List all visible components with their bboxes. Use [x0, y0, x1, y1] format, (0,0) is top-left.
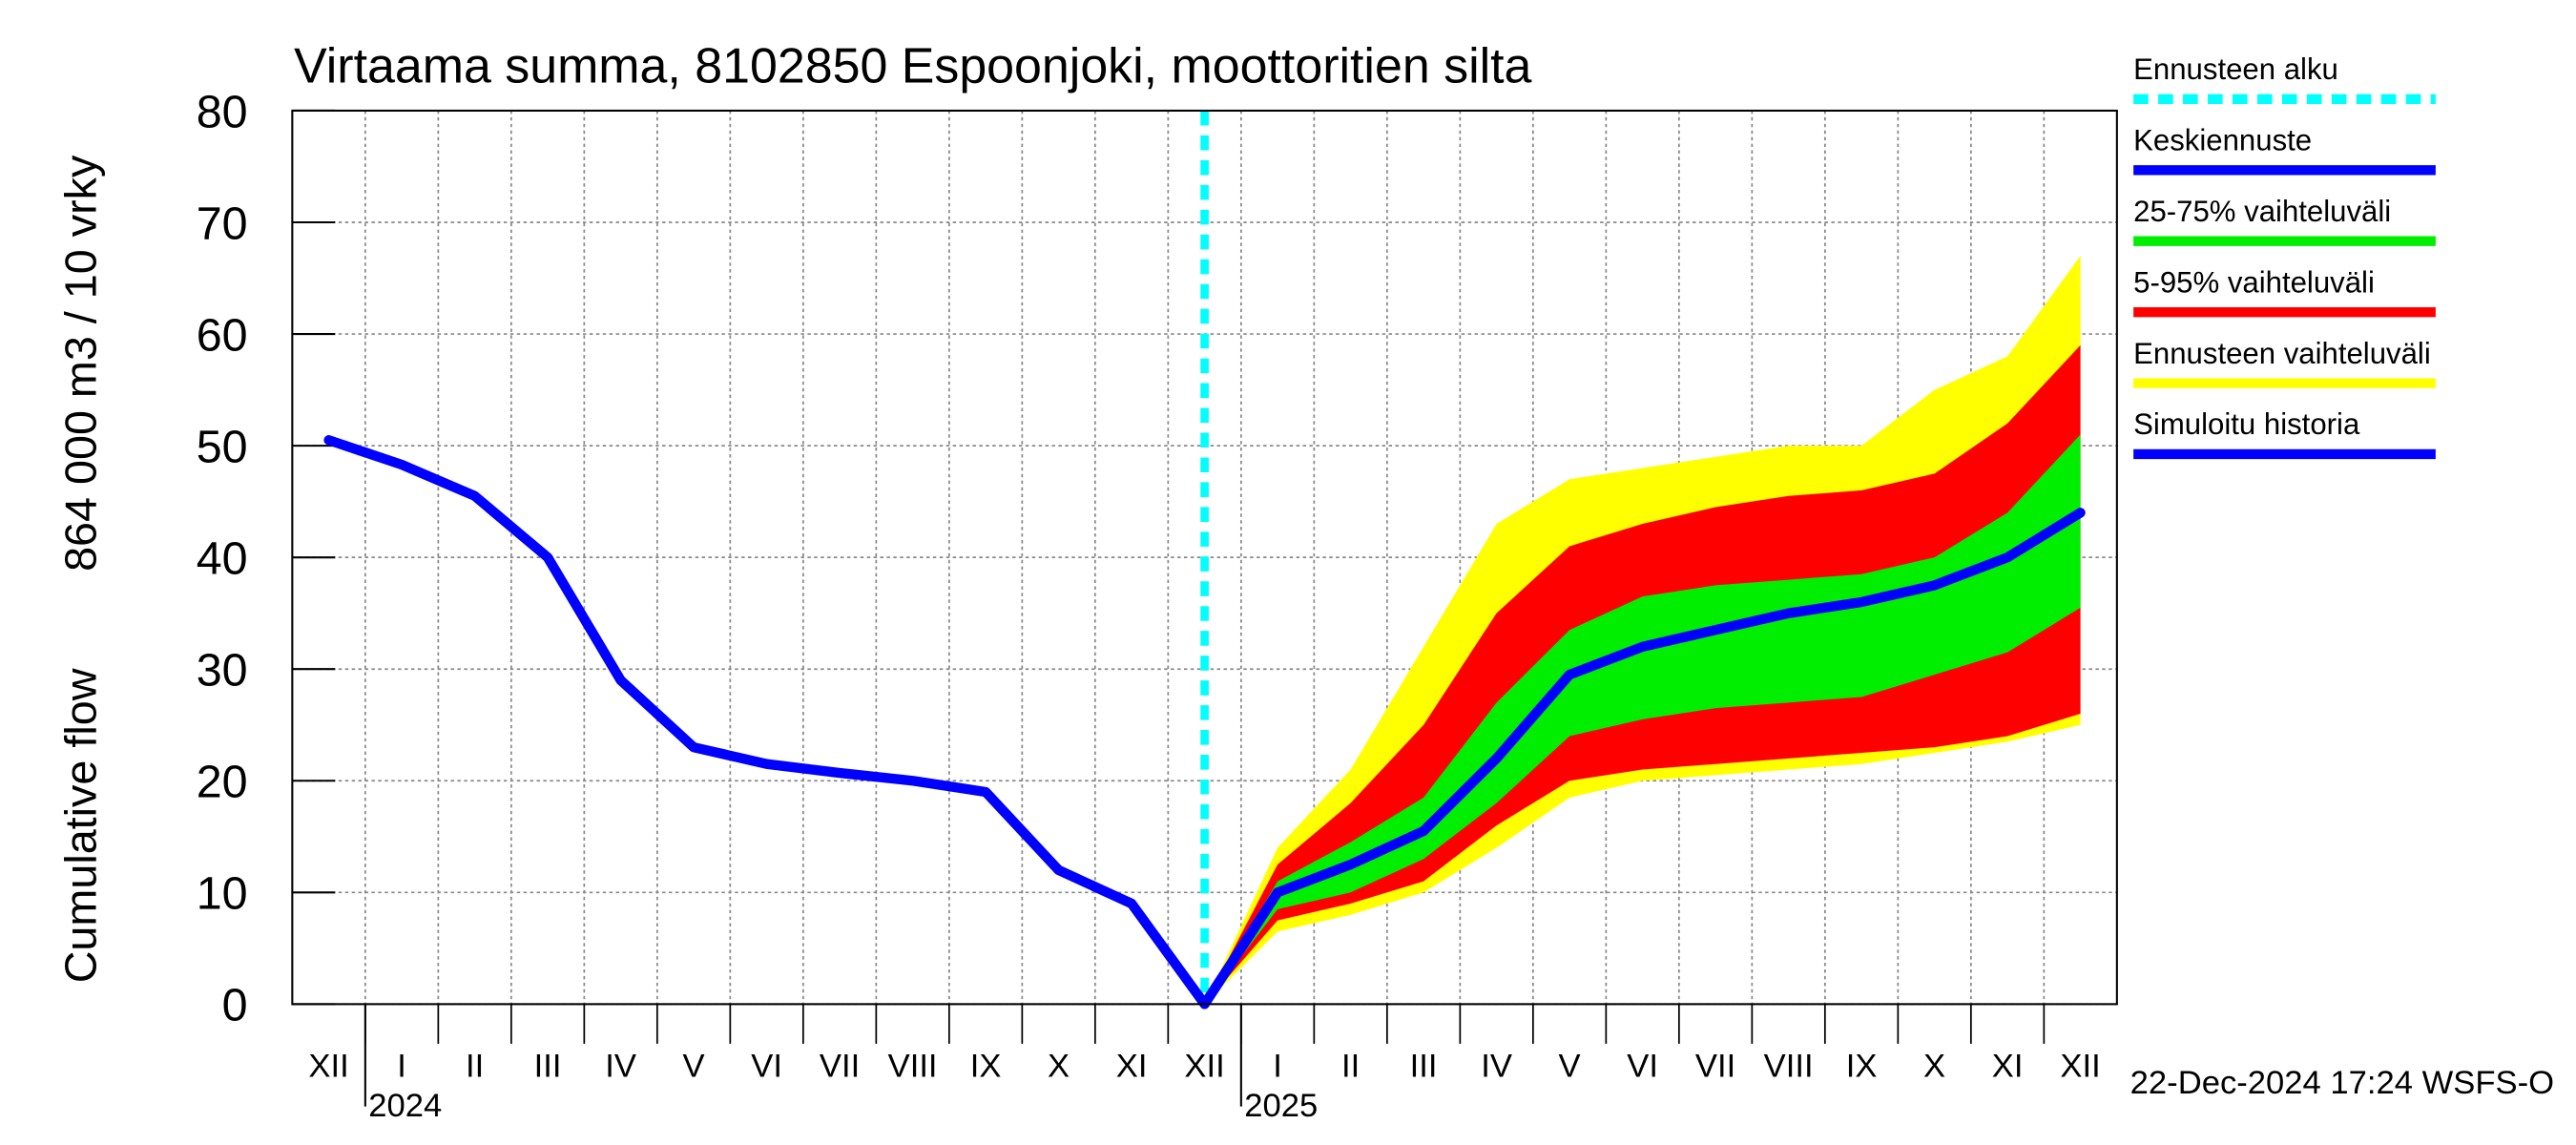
x-tick-label: V	[683, 1049, 705, 1085]
y-tick-label: 30	[197, 645, 248, 697]
year-label: 2025	[1244, 1088, 1318, 1124]
chart-title: Virtaama summa, 8102850 Espoonjoki, moot…	[294, 39, 1531, 94]
legend-label: Keskiennuste	[2133, 124, 2312, 157]
legend-label: Ennusteen alku	[2133, 52, 2338, 86]
x-tick-label: III	[1410, 1049, 1438, 1085]
year-label: 2024	[368, 1088, 442, 1124]
series-line	[323, 435, 1210, 1010]
x-tick-label: II	[466, 1049, 484, 1085]
x-tick-label: XII	[1184, 1049, 1224, 1085]
y-axis-label: 864 000 m3 / 10 vrky	[55, 155, 105, 572]
y-tick-label: 20	[197, 757, 248, 808]
plot-frame	[291, 109, 2118, 1006]
y-tick-label: 0	[222, 980, 248, 1031]
x-tick-label: IV	[1481, 1049, 1512, 1085]
x-tick-label: IX	[1846, 1049, 1878, 1085]
legend-label: Simuloitu historia	[2133, 407, 2360, 441]
x-tick-label: VII	[820, 1049, 860, 1085]
x-tick-label: X	[1048, 1049, 1070, 1085]
x-tick-label: II	[1341, 1049, 1360, 1085]
x-tick-label: VII	[1695, 1049, 1735, 1085]
x-tick-label: IX	[970, 1049, 1002, 1085]
legend-label: 25-75% vaihteluväli	[2133, 195, 2391, 228]
band-area	[1204, 434, 2081, 1005]
legend-label: 5-95% vaihteluväli	[2133, 265, 2375, 299]
y-tick-label: 50	[197, 421, 248, 472]
x-tick-label: III	[534, 1049, 562, 1085]
x-tick-label: X	[1923, 1049, 1945, 1085]
x-tick-label: XI	[1116, 1049, 1148, 1085]
x-tick-label: I	[397, 1049, 406, 1085]
x-tick-label: VI	[751, 1049, 782, 1085]
footer: 22-Dec-2024 17:24 WSFS-O	[2130, 1065, 2554, 1101]
x-tick-label: V	[1559, 1049, 1581, 1085]
y-tick-label: 60	[197, 309, 248, 361]
x-tick-label: VIII	[1764, 1049, 1814, 1085]
y-tick-label: 10	[197, 868, 248, 920]
x-tick-label: VIII	[888, 1049, 938, 1085]
y-tick-label: 40	[197, 532, 248, 584]
x-tick-label: XI	[1992, 1049, 2024, 1085]
series-line	[1199, 508, 2086, 1010]
x-tick-label: I	[1273, 1049, 1282, 1085]
legend-label: Ennusteen vaihteluväli	[2133, 337, 2431, 370]
y-tick-label: 70	[197, 198, 248, 249]
y-tick-label: 80	[197, 86, 248, 137]
x-tick-label: VI	[1627, 1049, 1658, 1085]
y-axis-label: Cumulative flow	[55, 668, 105, 983]
x-tick-label: IV	[605, 1049, 636, 1085]
x-tick-label: XII	[2060, 1049, 2100, 1085]
x-tick-label: XII	[308, 1049, 348, 1085]
